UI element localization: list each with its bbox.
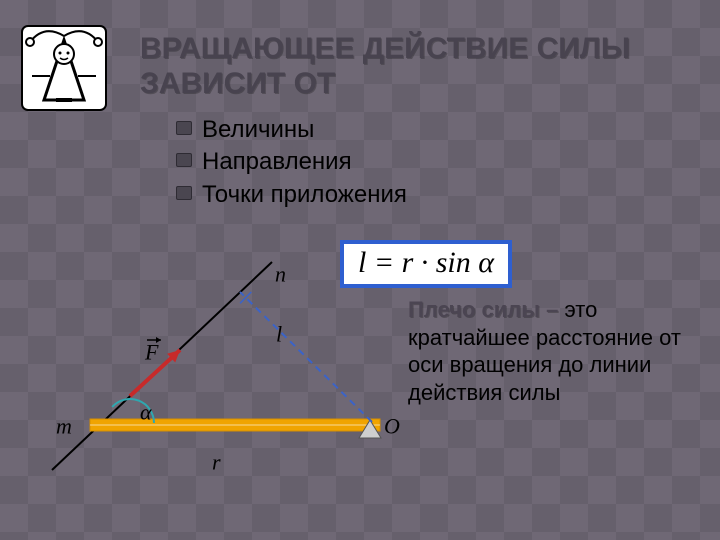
bullet-item: Направления [176,146,407,178]
diagram-label-alpha: α [140,400,152,425]
definition-lead: Плечо силы – [408,297,565,322]
diagram-label-l: l [276,322,282,347]
page-title: ВРАЩАЮЩЕЕ ДЕЙСТВИЕ СИЛЫ ЗАВИСИТ ОТ [140,32,630,101]
lever-diagram: n Fα m r l O [40,260,420,480]
diagram-label-O: O [384,414,400,439]
diagram-label-m: m [56,414,72,439]
diagram-label-r: r [212,450,221,475]
logo-icon [14,18,114,118]
diagram-label-n: n [275,262,286,287]
title-line-1: ВРАЩАЮЩЕЕ ДЕЙСТВИЕ СИЛЫ [140,32,630,67]
bullet-list: Величины Направления Точки приложения [176,114,407,211]
definition: Плечо силы – это кратчайшее расстояние о… [408,296,708,406]
diagram-label-F: F [144,340,159,365]
bullet-item: Точки приложения [176,179,407,211]
title-line-2: ЗАВИСИТ ОТ [140,67,630,102]
bullet-item: Величины [176,114,407,146]
